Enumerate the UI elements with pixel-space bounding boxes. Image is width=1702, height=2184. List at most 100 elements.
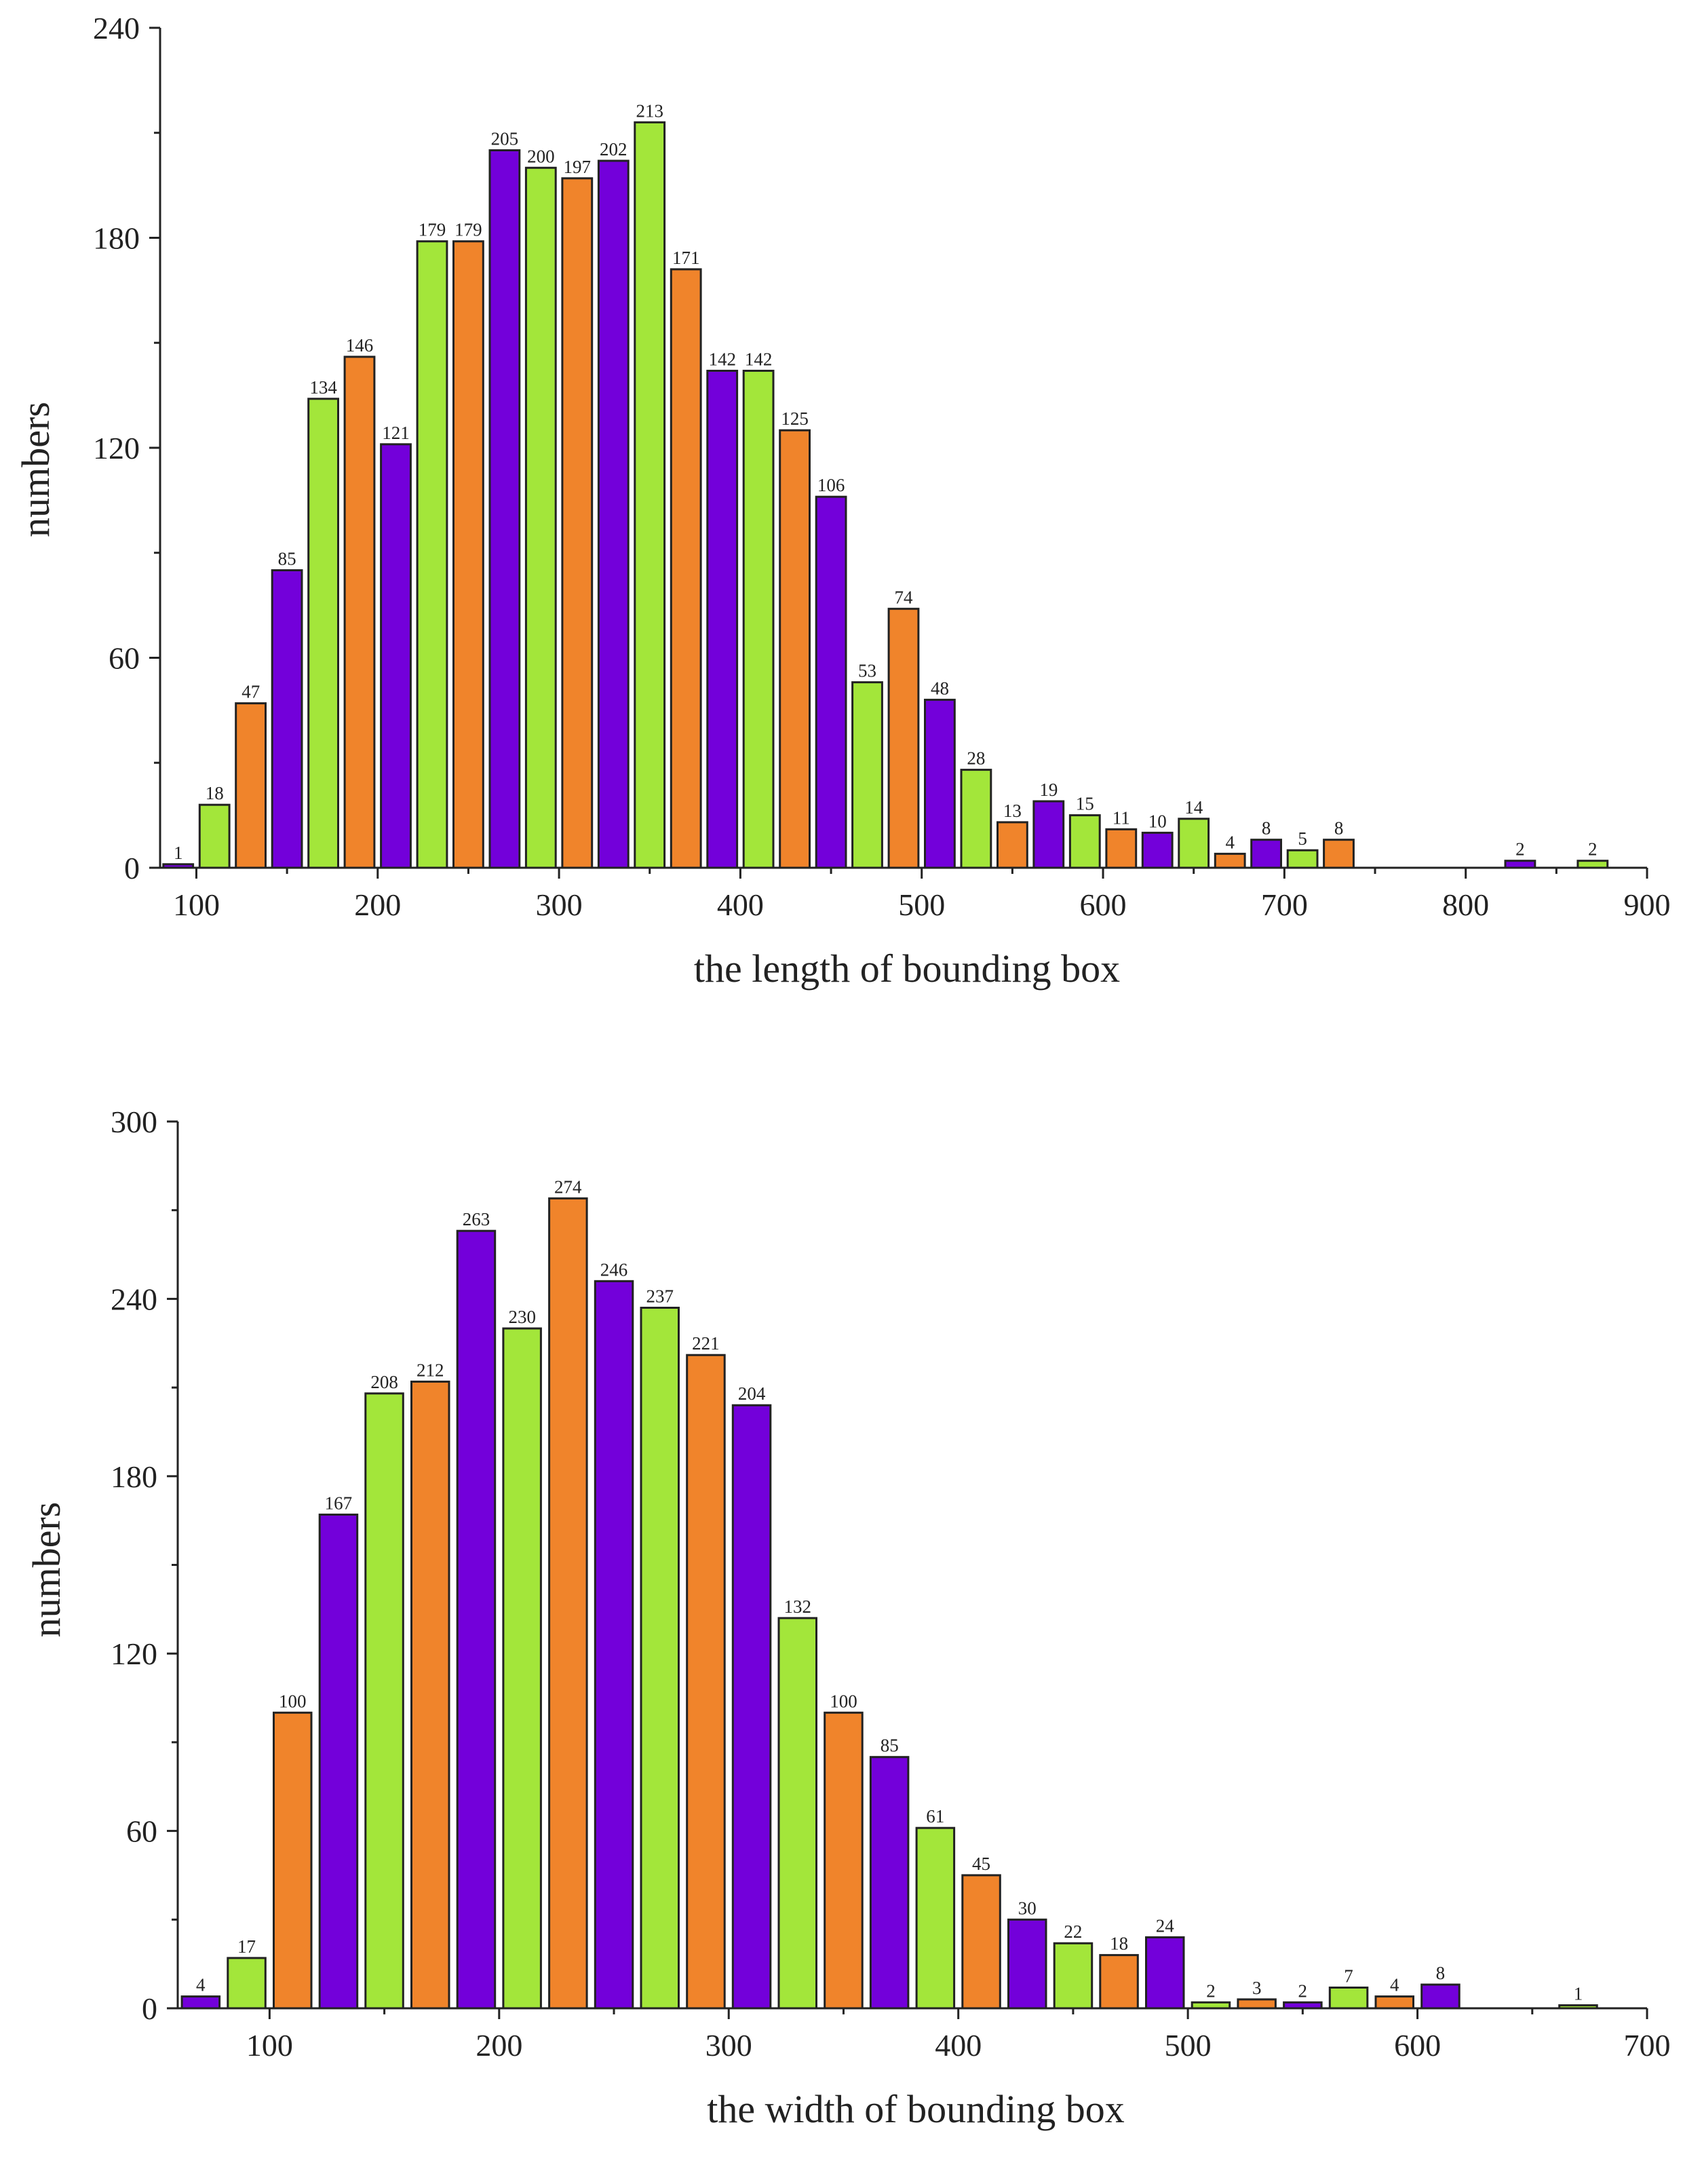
bar xyxy=(1178,818,1210,869)
x-tick-label: 200 xyxy=(476,2028,522,2063)
y-axis-title: numbers xyxy=(14,402,58,537)
bar xyxy=(640,1307,680,2010)
data-label: 171 xyxy=(672,248,700,268)
data-label: 106 xyxy=(817,475,845,495)
bar xyxy=(887,607,920,869)
x-tick-label: 100 xyxy=(173,887,220,922)
data-label: 2 xyxy=(1515,839,1525,860)
bar xyxy=(960,769,992,869)
data-label: 142 xyxy=(708,349,736,370)
data-label: 22 xyxy=(1064,1921,1082,1942)
x-tick-label: 600 xyxy=(1080,887,1127,922)
data-label: 74 xyxy=(895,587,914,607)
bar xyxy=(869,1756,910,2010)
bar xyxy=(180,1995,221,2010)
bar xyxy=(915,1826,956,2010)
data-label: 45 xyxy=(972,1854,990,1874)
data-label: 11 xyxy=(1113,807,1130,828)
y-tick-label: 240 xyxy=(111,1282,157,1316)
x-tick-label: 400 xyxy=(717,887,764,922)
data-label: 100 xyxy=(830,1691,857,1711)
bar xyxy=(594,1280,634,2010)
bar xyxy=(851,681,883,869)
bar xyxy=(824,1711,864,2010)
data-label: 18 xyxy=(1110,1934,1128,1954)
x-tick-label: 400 xyxy=(935,2028,982,2063)
bar xyxy=(779,429,811,869)
y-tick-label: 300 xyxy=(111,1105,157,1139)
data-label: 47 xyxy=(241,682,260,702)
data-label: 13 xyxy=(1003,801,1022,821)
bar xyxy=(1237,1998,1277,2010)
bar xyxy=(410,1380,450,2010)
y-tick-label: 180 xyxy=(111,1459,157,1494)
bar xyxy=(452,240,484,869)
data-label: 19 xyxy=(1039,780,1058,800)
bar xyxy=(318,1513,359,2010)
data-label: 213 xyxy=(636,100,664,121)
data-label: 121 xyxy=(382,423,410,443)
bar xyxy=(1007,1918,1047,2010)
x-tick-label: 300 xyxy=(705,2028,752,2063)
x-tick-label: 100 xyxy=(246,2028,293,2063)
data-label: 10 xyxy=(1148,811,1167,831)
x-tick-label: 800 xyxy=(1442,887,1489,922)
axes: 0 60 120 180 240 300 100 200 300 400 500 600 700 xyxy=(111,1105,1671,2063)
bar xyxy=(1374,1995,1414,2010)
bar xyxy=(1286,849,1319,869)
data-labels: 4171001672082122632302742462372212041321… xyxy=(196,1176,1583,2004)
x-tick-label: 500 xyxy=(1165,2028,1212,2063)
data-label: 202 xyxy=(600,139,627,159)
data-label: 237 xyxy=(646,1286,674,1307)
bar xyxy=(1145,1936,1185,2010)
x-tick-label: 300 xyxy=(536,887,583,922)
data-label: 212 xyxy=(417,1360,444,1380)
data-label: 28 xyxy=(967,748,985,769)
axes: 0 60 120 180 240 100 200 300 400 500 600 700 800 900 xyxy=(93,11,1671,922)
bar xyxy=(1032,800,1065,869)
bar xyxy=(488,149,521,869)
data-label: 230 xyxy=(508,1307,536,1327)
y-tick-label: 240 xyxy=(93,11,140,45)
data-label: 14 xyxy=(1184,797,1203,818)
y-tick-label: 60 xyxy=(126,1814,157,1849)
bar xyxy=(1068,814,1101,869)
data-label: 4 xyxy=(1390,1975,1399,1995)
data-label: 204 xyxy=(738,1383,766,1404)
bar xyxy=(1250,839,1282,869)
bar xyxy=(561,177,594,869)
data-label: 48 xyxy=(931,678,949,698)
bar xyxy=(548,1197,588,2010)
bar xyxy=(1099,1954,1139,2010)
bar xyxy=(380,443,412,869)
data-label: 1 xyxy=(174,843,183,863)
data-label: 246 xyxy=(600,1259,628,1280)
data-label: 53 xyxy=(858,661,876,681)
bar xyxy=(235,702,267,869)
data-label: 7 xyxy=(1344,1966,1353,1987)
data-label: 179 xyxy=(454,220,482,240)
bar xyxy=(670,268,702,869)
bar xyxy=(198,803,231,869)
bar xyxy=(1214,852,1246,869)
bar xyxy=(706,370,739,869)
bar xyxy=(524,166,557,869)
y-tick-label: 0 xyxy=(142,1991,157,2026)
bar xyxy=(1323,839,1355,869)
bar xyxy=(815,495,847,869)
bar xyxy=(1053,1942,1094,2010)
bar xyxy=(1328,1987,1369,2010)
data-label: 146 xyxy=(346,335,374,356)
bar xyxy=(1577,860,1609,869)
data-label: 8 xyxy=(1262,818,1271,839)
y-tick-label: 120 xyxy=(93,431,140,465)
data-label: 5 xyxy=(1298,828,1307,849)
bar xyxy=(777,1617,817,2010)
x-tick-label: 700 xyxy=(1261,887,1308,922)
bar xyxy=(997,821,1028,869)
data-label: 221 xyxy=(692,1333,720,1354)
bar xyxy=(1420,1983,1461,2010)
y-tick-label: 0 xyxy=(124,851,140,885)
